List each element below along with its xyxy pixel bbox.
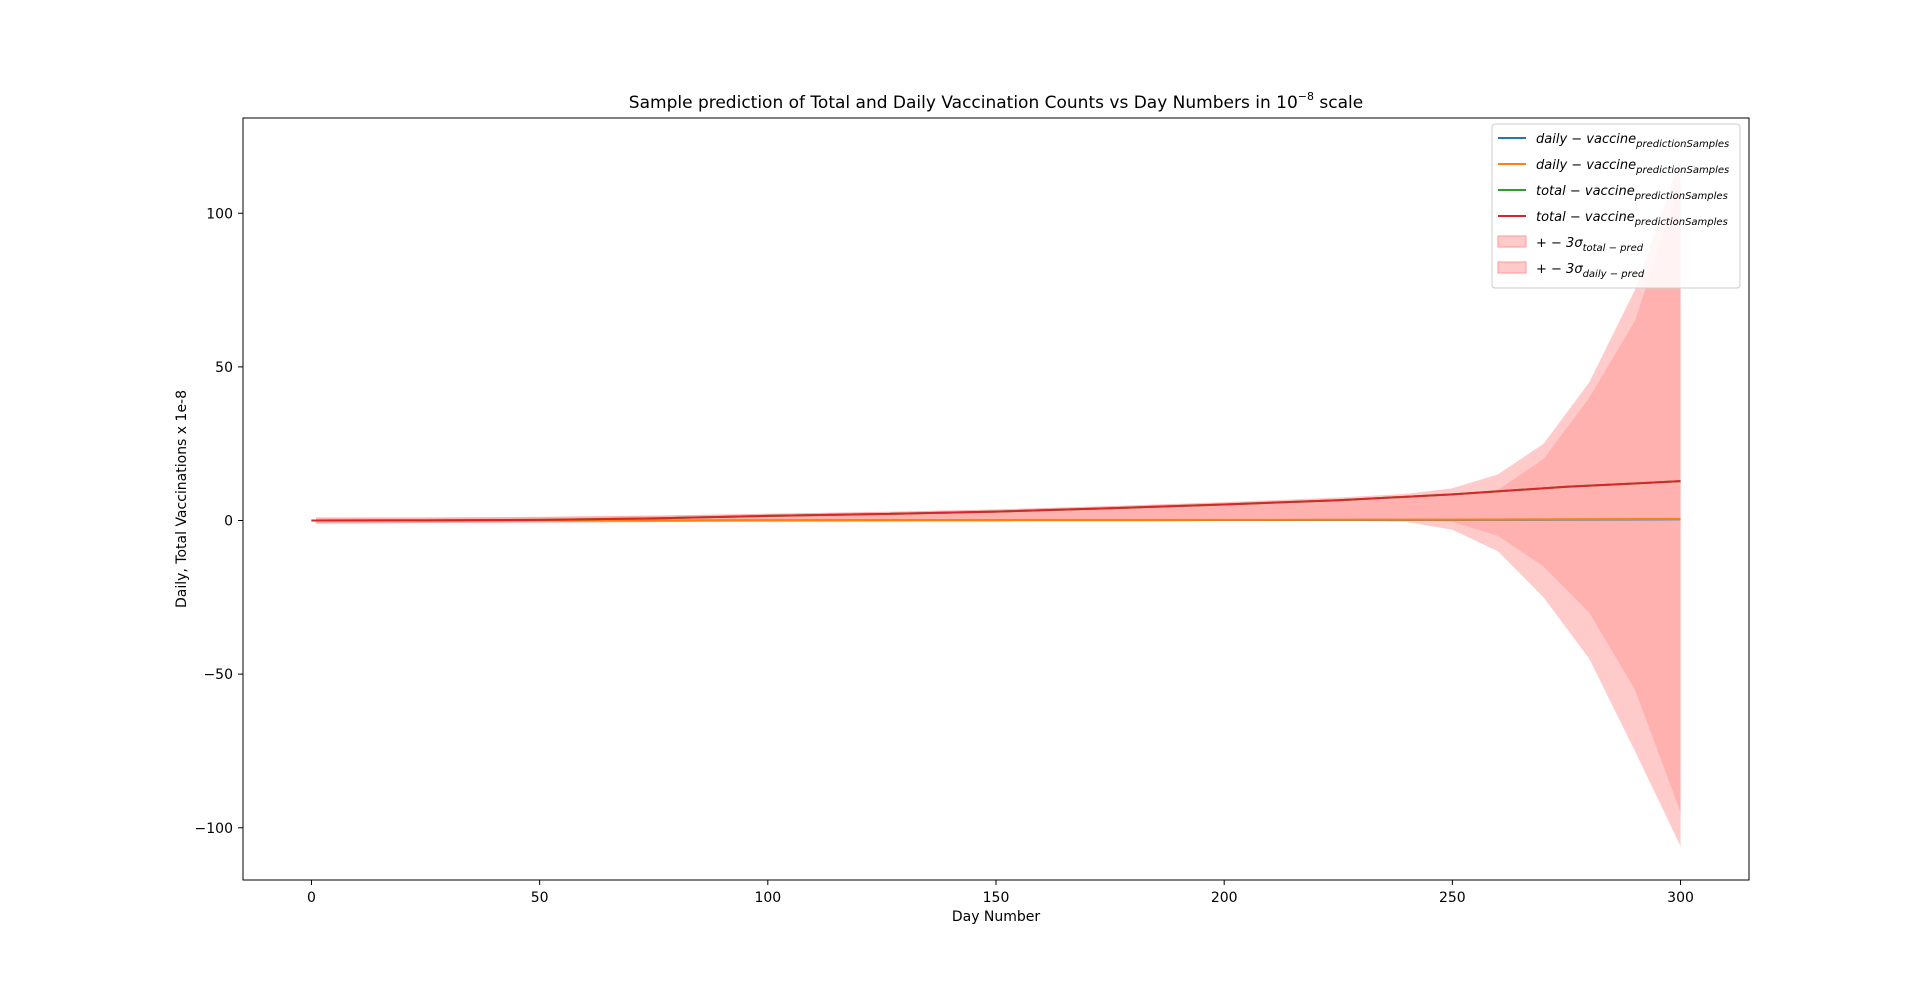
legend-entry: total − vaccinepredictionSamples xyxy=(1498,210,1728,228)
legend-entry: daily − vaccinepredictionSamples xyxy=(1498,158,1729,176)
legend-patch-swatch xyxy=(1497,261,1527,274)
x-tick-label: 50 xyxy=(531,890,549,906)
legend-patch-swatch xyxy=(1497,235,1527,248)
bands-layer xyxy=(316,157,1681,847)
y-tick-label: 100 xyxy=(206,206,233,222)
series-line-3 xyxy=(311,480,1681,522)
x-tick-label: 250 xyxy=(1439,890,1466,906)
y-tick-label: 0 xyxy=(224,514,233,530)
legend-entry: + − 3σtotal − pred xyxy=(1497,235,1644,254)
legend-box xyxy=(1491,123,1741,289)
x-tick-label: 200 xyxy=(1211,890,1238,906)
chart-title-main: Sample prediction of Total and Daily Vac… xyxy=(629,93,1298,113)
lines-layer xyxy=(311,480,1681,522)
legend-entry: total − vaccinepredictionSamples xyxy=(1498,184,1728,202)
y-axis-label: Daily, Total Vaccinations x 1e-8 xyxy=(174,390,190,608)
legend: daily − vaccinepredictionSamples daily − … xyxy=(1491,123,1741,289)
x-tick-label: 300 xyxy=(1667,890,1694,906)
x-tick-label: 0 xyxy=(307,890,316,906)
legend-label: daily − vaccinepredictionSamples xyxy=(1536,158,1729,176)
legend-entry: daily − vaccinepredictionSamples xyxy=(1498,132,1729,150)
legend-label: total − vaccinepredictionSamples xyxy=(1536,184,1728,202)
x-axis: 0 50 100 150 200 250 300 xyxy=(307,880,1694,906)
legend-entry: + − 3σdaily − pred xyxy=(1497,261,1645,280)
x-tick-label: 100 xyxy=(754,890,781,906)
x-axis-label: Day Number xyxy=(952,909,1041,925)
legend-label: + − 3σdaily − pred xyxy=(1536,262,1645,280)
chart-title-suffix: scale xyxy=(1314,93,1363,113)
chart-title-superscript: −8 xyxy=(1298,90,1314,103)
y-tick-label: −50 xyxy=(203,667,233,683)
legend-label: + − 3σtotal − pred xyxy=(1536,236,1644,254)
legend-label: total − vaccinepredictionSamples xyxy=(1536,210,1728,228)
y-tick-label: 50 xyxy=(215,360,233,376)
band-1 xyxy=(316,182,1681,813)
legend-label: daily − vaccinepredictionSamples xyxy=(1536,132,1729,150)
series-line-1 xyxy=(311,517,1681,522)
y-axis: −100 −50 0 50 100 xyxy=(195,206,243,837)
y-tick-label: −100 xyxy=(195,821,233,837)
x-tick-label: 150 xyxy=(983,890,1010,906)
chart-title: Sample prediction of Total and Daily Vac… xyxy=(629,90,1363,113)
